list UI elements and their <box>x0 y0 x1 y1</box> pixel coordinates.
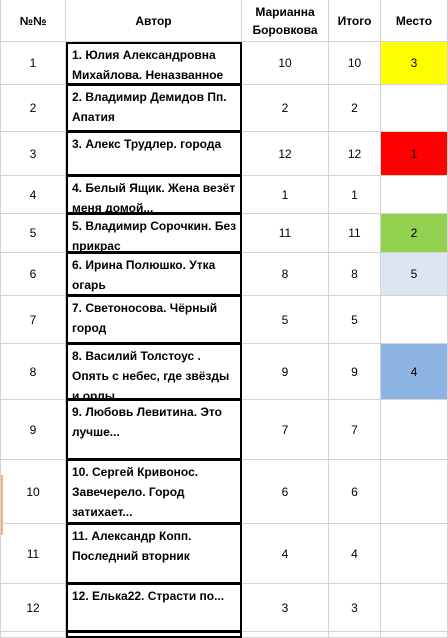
author-cell[interactable]: 8. Василий Толстоус . Опять с небес, где… <box>66 344 242 400</box>
empty-cell[interactable] <box>329 632 381 638</box>
author-cell[interactable]: 11. Александр Копп. Последний вторник <box>66 524 242 584</box>
total-cell[interactable]: 4 <box>329 524 381 584</box>
judge-score-cell[interactable]: 8 <box>242 253 329 296</box>
place-cell[interactable] <box>381 400 448 460</box>
header-place[interactable]: Место <box>381 0 448 42</box>
header-judge[interactable]: Марианна Боровкова <box>242 0 329 42</box>
row-number-cell[interactable]: 8 <box>1 344 66 400</box>
place-cell[interactable]: 1 <box>381 132 448 176</box>
row-number-cell[interactable]: 4 <box>1 176 66 214</box>
total-cell[interactable]: 5 <box>329 296 381 344</box>
row-number-cell[interactable]: 2 <box>1 85 66 132</box>
author-cell[interactable]: 4. Белый Ящик. Жена везёт меня домой... <box>66 176 242 214</box>
row-number-cell[interactable]: 7 <box>1 296 66 344</box>
total-cell[interactable]: 3 <box>329 584 381 632</box>
judge-score-cell[interactable]: 1 <box>242 176 329 214</box>
total-cell[interactable]: 8 <box>329 253 381 296</box>
place-cell[interactable]: 3 <box>381 42 448 85</box>
row-number-cell[interactable]: 1 <box>1 42 66 85</box>
row-number-cell[interactable]: 3 <box>1 132 66 176</box>
place-cell[interactable] <box>381 584 448 632</box>
total-cell[interactable]: 1 <box>329 176 381 214</box>
total-cell[interactable]: 2 <box>329 85 381 132</box>
author-cell[interactable]: 1. Юлия Александровна Михайлова. Неназва… <box>66 42 242 85</box>
author-cell[interactable]: 7. Светоносова. Чёрный город <box>66 296 242 344</box>
place-cell[interactable] <box>381 85 448 132</box>
header-total[interactable]: Итого <box>329 0 381 42</box>
place-cell[interactable]: 5 <box>381 253 448 296</box>
judge-score-cell[interactable]: 4 <box>242 524 329 584</box>
header-author[interactable]: Автор <box>66 0 242 42</box>
author-cell[interactable]: 5. Владимир Сорочкин. Без прикрас <box>66 214 242 253</box>
empty-cell[interactable] <box>1 632 66 638</box>
judge-score-cell[interactable]: 7 <box>242 400 329 460</box>
header-num[interactable]: №№ <box>1 0 66 42</box>
row-number-cell[interactable]: 5 <box>1 214 66 253</box>
place-cell[interactable]: 4 <box>381 344 448 400</box>
author-cell[interactable]: 2. Владимир Демидов Пп. Апатия <box>66 85 242 132</box>
place-cell[interactable] <box>381 296 448 344</box>
total-cell[interactable]: 7 <box>329 400 381 460</box>
row-number-cell[interactable]: 10 <box>1 460 66 524</box>
judge-score-cell[interactable]: 5 <box>242 296 329 344</box>
author-cell[interactable]: 12. Елька22. Страсти по... <box>66 584 242 632</box>
row-number-cell[interactable]: 9 <box>1 400 66 460</box>
row-accent-marker <box>1 475 3 535</box>
row-number-cell[interactable]: 11 <box>1 524 66 584</box>
empty-cell[interactable] <box>66 632 242 638</box>
total-cell[interactable]: 12 <box>329 132 381 176</box>
judge-score-cell[interactable]: 2 <box>242 85 329 132</box>
empty-cell[interactable] <box>381 632 448 638</box>
total-cell[interactable]: 9 <box>329 344 381 400</box>
author-cell[interactable]: 3. Алекс Трудлер. города <box>66 132 242 176</box>
judge-score-cell[interactable]: 3 <box>242 584 329 632</box>
author-cell[interactable]: 10. Сергей Кривонос. Завечерело. Город з… <box>66 460 242 524</box>
place-cell[interactable] <box>381 176 448 214</box>
empty-cell[interactable] <box>242 632 329 638</box>
judge-score-cell[interactable]: 11 <box>242 214 329 253</box>
judge-score-cell[interactable]: 12 <box>242 132 329 176</box>
judge-score-cell[interactable]: 10 <box>242 42 329 85</box>
judge-score-cell[interactable]: 9 <box>242 344 329 400</box>
row-number-cell[interactable]: 6 <box>1 253 66 296</box>
place-cell[interactable] <box>381 460 448 524</box>
total-cell[interactable]: 11 <box>329 214 381 253</box>
place-cell[interactable]: 2 <box>381 214 448 253</box>
total-cell[interactable]: 10 <box>329 42 381 85</box>
judge-score-cell[interactable]: 6 <box>242 460 329 524</box>
row-number-cell[interactable]: 12 <box>1 584 66 632</box>
author-cell[interactable]: 9. Любовь Левитина. Это лучше... <box>66 400 242 460</box>
total-cell[interactable]: 6 <box>329 460 381 524</box>
place-cell[interactable] <box>381 524 448 584</box>
author-cell[interactable]: 6. Ирина Полюшко. Утка огарь <box>66 253 242 296</box>
